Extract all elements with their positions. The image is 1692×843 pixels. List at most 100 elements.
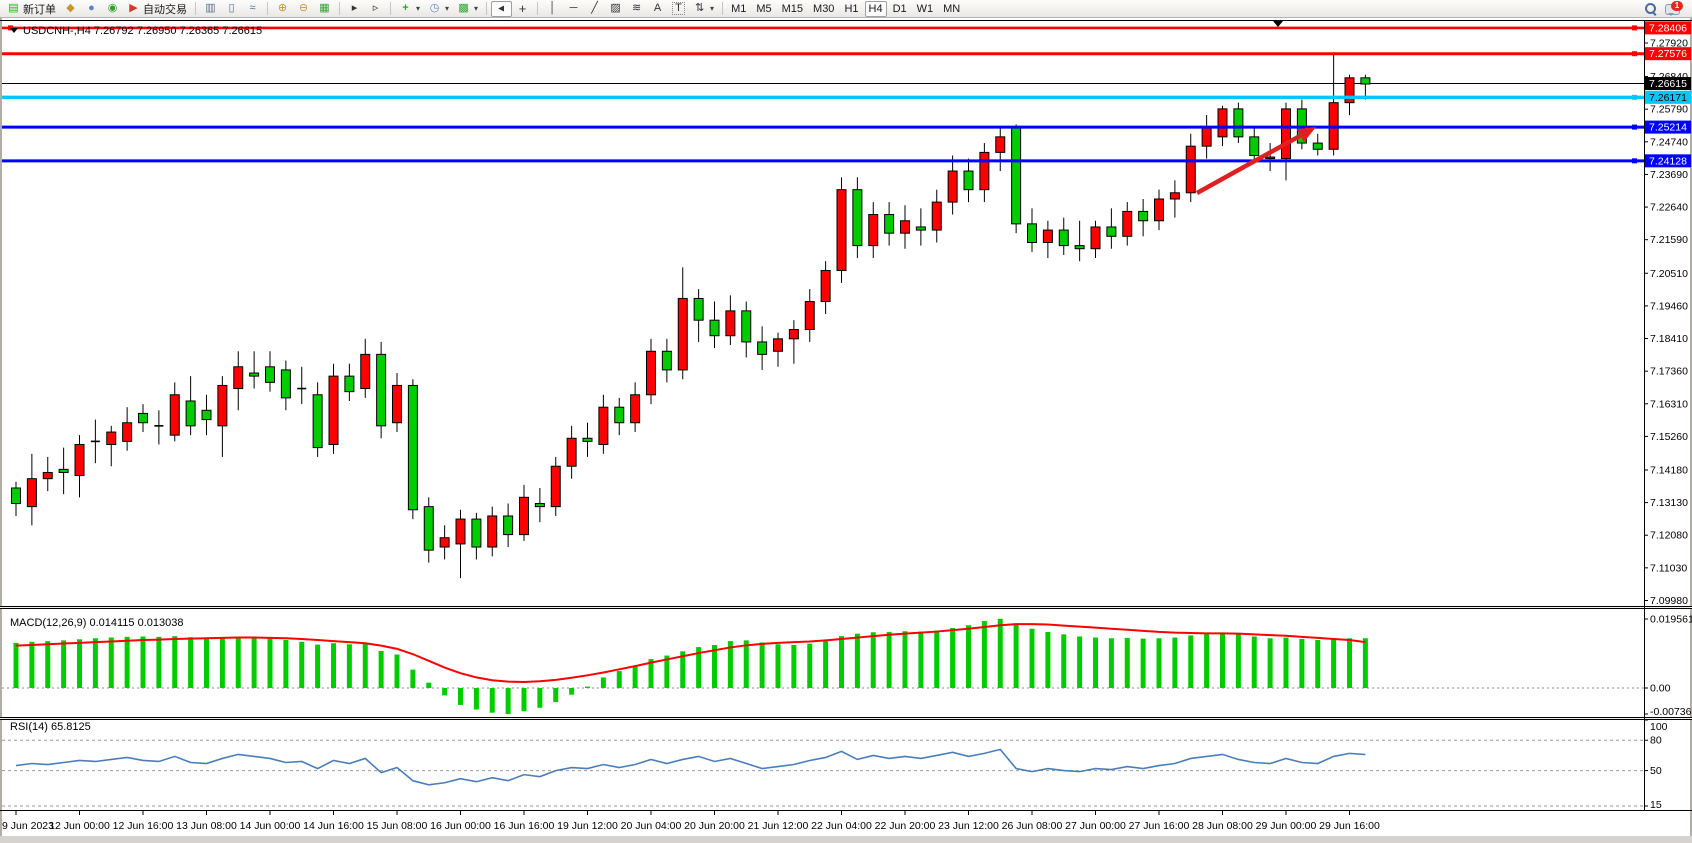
chart-shift-button[interactable]: ▹ (365, 1, 386, 17)
candlestick-chart-button[interactable]: ▯ (221, 1, 242, 17)
zoom-in-button[interactable]: ⊕ (272, 1, 293, 17)
horizontal-line-button[interactable]: ─ (563, 1, 584, 17)
macd-histogram-bar (1013, 623, 1019, 688)
price-tick-label: 7.15260 (1650, 431, 1688, 443)
rsi-line (15, 748, 1366, 786)
macd-histogram-bar (537, 688, 543, 708)
line-chart-button[interactable]: ≈ (242, 1, 263, 17)
chart-shift-marker[interactable] (1273, 21, 1283, 27)
chart-canvas[interactable] (2, 20, 1644, 606)
bear-candle (582, 437, 593, 442)
price-tick-label: 7.19460 (1650, 300, 1688, 312)
timeframe-m5[interactable]: M5 (752, 1, 775, 17)
market-button[interactable]: ◆ (60, 1, 81, 17)
crosshair-button[interactable]: + (512, 1, 533, 17)
template-icon: ▩ (458, 2, 469, 14)
time-axis-label: 12 Jun 16:00 (113, 820, 174, 832)
bull-candle (995, 136, 1006, 153)
bull-candle (1169, 192, 1180, 200)
line-handle[interactable] (1632, 94, 1637, 100)
bull-candle (820, 269, 831, 303)
tile-windows-button[interactable]: ▦ (314, 1, 335, 17)
line-handle[interactable] (8, 25, 13, 31)
autotrading-button[interactable]: ▶ 自动交易 (123, 1, 191, 17)
fibonacci-button[interactable]: ≋ (626, 1, 647, 17)
bull-candle (1265, 156, 1276, 160)
chart-shift-icon: ▹ (372, 2, 379, 14)
price-tick-label: 7.09980 (1650, 595, 1688, 607)
time-axis-label: 19 Jun 12:00 (557, 820, 618, 832)
indicators-button[interactable]: + ▾ (395, 1, 424, 17)
line-handle[interactable] (1632, 158, 1637, 164)
line-handle[interactable] (1632, 25, 1637, 31)
price-tick-label: 7.11030 (1650, 562, 1687, 574)
chevron-down-icon: ▾ (474, 4, 479, 13)
timeframe-d1[interactable]: D1 (889, 1, 911, 17)
price-tick-label: 7.24740 (1650, 136, 1688, 148)
text-button[interactable]: A (647, 1, 668, 17)
bar-chart-button[interactable]: ▥ (200, 1, 221, 17)
bear-candle (471, 518, 482, 548)
toolbar-separator (537, 2, 539, 15)
macd-signal-line (15, 623, 1366, 684)
bull-candle (360, 353, 371, 390)
macd-tick-label: 0.019561 (1650, 614, 1692, 626)
macd-histogram-bar (823, 641, 829, 688)
zoom-out-button[interactable]: ⊖ (293, 1, 314, 17)
macd-histogram-bar (1124, 637, 1130, 688)
macd-histogram-bar (1156, 638, 1162, 688)
new-order-button[interactable]: ▤ 新订单 (3, 1, 60, 17)
line-handle[interactable] (1632, 124, 1637, 130)
bull-candle (1185, 145, 1196, 194)
vertical-line-button[interactable]: │ (542, 1, 563, 17)
text-label-button[interactable]: T (668, 1, 689, 17)
bear-candle (1011, 127, 1022, 225)
bear-candle (693, 297, 704, 321)
arrows-button[interactable]: ⇅ ▾ (689, 1, 718, 17)
timeframe-m15[interactable]: M15 (778, 1, 807, 17)
macd-histogram-bar (1331, 638, 1337, 688)
time-axis-label: 22 Jun 20:00 (875, 820, 936, 832)
time-axis-label: 26 Jun 08:00 (1002, 820, 1063, 832)
templates-button[interactable]: ▩ ▾ (453, 1, 482, 17)
clock-icon: ◷ (429, 2, 440, 14)
bull-candle (979, 151, 990, 191)
price-tag-label: 7.24128 (1649, 155, 1687, 167)
line-handle[interactable] (1632, 51, 1637, 57)
bull-candle (804, 301, 815, 331)
signals-button[interactable]: ◉ (102, 1, 123, 17)
bull-candle (1154, 198, 1164, 222)
macd-histogram-bar (839, 636, 844, 688)
mql-editor-button[interactable]: ● (81, 1, 102, 17)
bull-candle (1344, 77, 1355, 104)
trend-arrow-line[interactable] (1195, 131, 1305, 195)
timeframe-h1[interactable]: H1 (840, 1, 862, 17)
bear-candle (963, 170, 974, 191)
periods-button[interactable]: ◷ ▾ (424, 1, 453, 17)
cursor-button[interactable]: ▲ (491, 0, 513, 17)
bear-candle (376, 353, 387, 427)
macd-histogram-bar (29, 641, 35, 688)
trend-arrow-head[interactable] (1296, 127, 1316, 143)
macd-histogram-bar (235, 636, 241, 688)
timeframe-h4[interactable]: H4 (864, 0, 887, 17)
timeframe-w1[interactable]: W1 (913, 1, 938, 17)
timeframe-m1[interactable]: M1 (727, 1, 750, 17)
symbol-dropdown-icon[interactable] (10, 28, 18, 33)
equidistant-channel-button[interactable]: ▨ (605, 1, 626, 17)
bull-candle (122, 422, 133, 442)
bear-candle (1058, 229, 1069, 247)
search-icon[interactable] (1645, 2, 1657, 15)
bear-candle (709, 319, 720, 337)
timeframe-m30[interactable]: M30 (809, 1, 838, 17)
trendline-button[interactable]: ╱ (584, 1, 605, 17)
macd-histogram-bar (1362, 638, 1368, 688)
price-tick-label: 7.14180 (1650, 464, 1688, 476)
autoscroll-button[interactable]: ▸ (344, 1, 365, 17)
toolbar-separator (267, 2, 268, 15)
chat-button[interactable]: 1 (1665, 0, 1683, 16)
timeframe-mn[interactable]: MN (939, 1, 964, 17)
price-tag (1645, 120, 1691, 134)
chart-window[interactable]: 7.279207.268407.257907.247407.236907.226… (0, 18, 1692, 843)
